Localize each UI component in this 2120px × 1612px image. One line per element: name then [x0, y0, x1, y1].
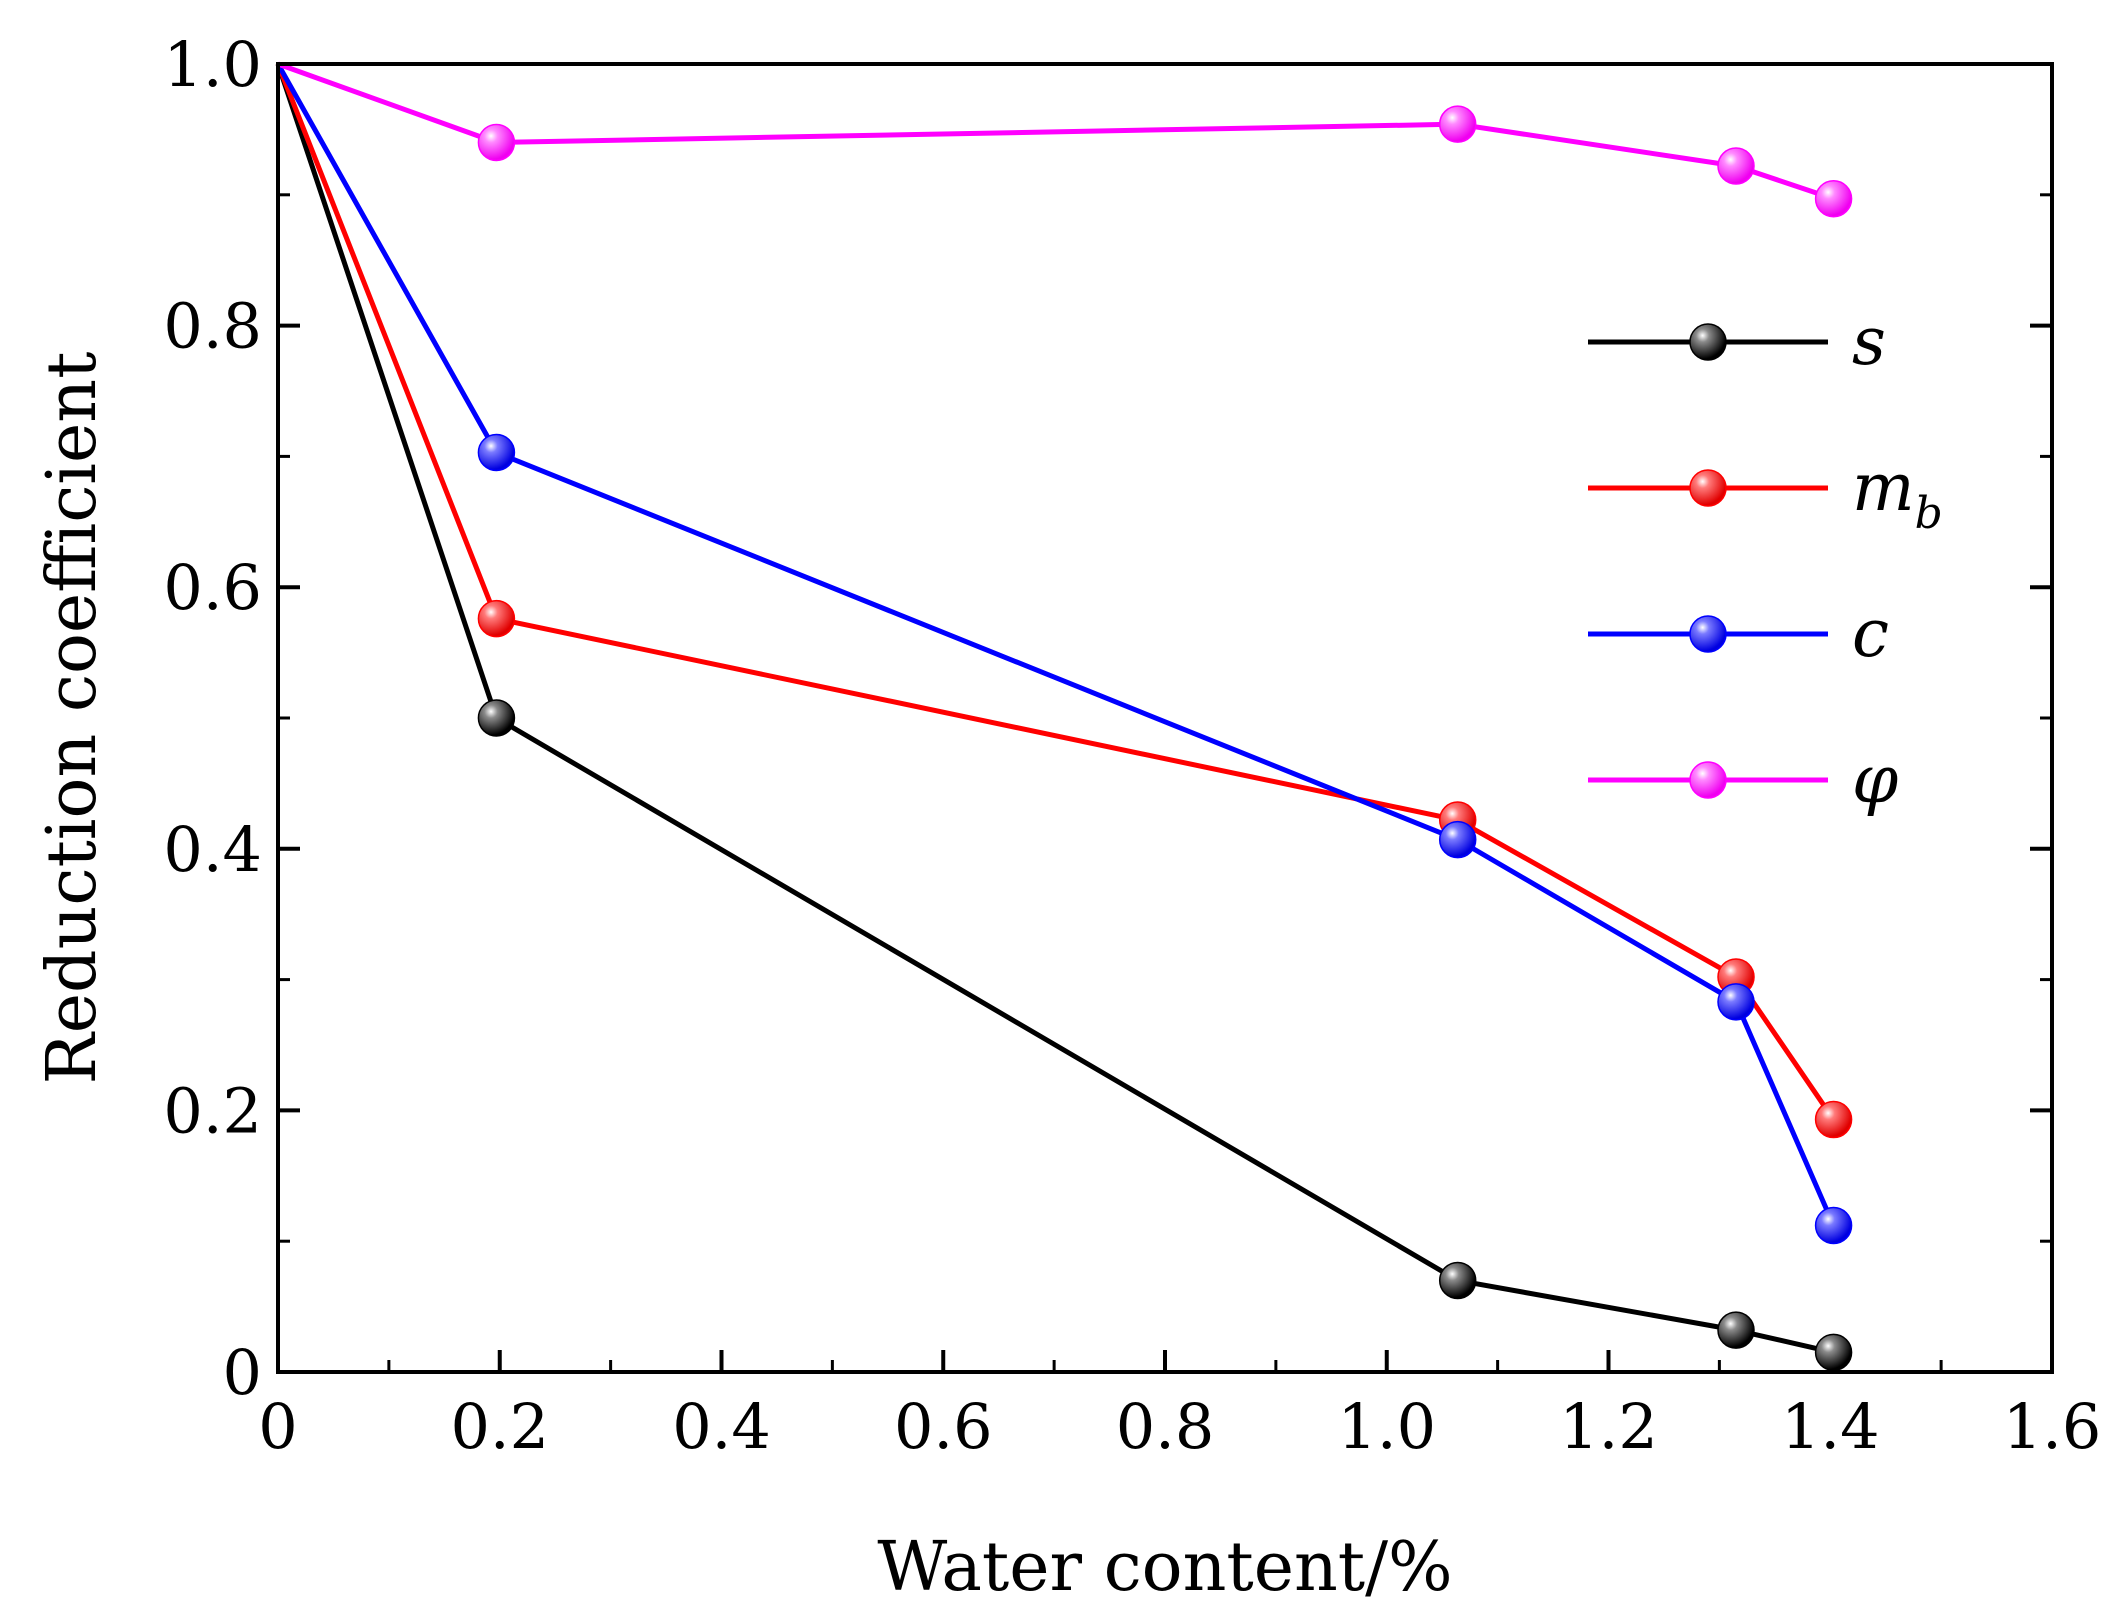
- series-point-3: [1717, 147, 1755, 185]
- x-tick-label: 0: [258, 1390, 297, 1463]
- series-point-1: [477, 599, 516, 638]
- y-axis-title: Reduction coefficient: [33, 352, 112, 1085]
- legend-marker: [1689, 323, 1727, 361]
- legend-label-subscript: b: [1915, 488, 1943, 539]
- series-point-3: [477, 123, 516, 162]
- series-point-2: [1438, 820, 1477, 859]
- y-tick-label: 0.6: [163, 551, 262, 624]
- plot-frame: [276, 62, 2054, 1374]
- x-tick-label: 1.2: [1559, 1390, 1658, 1463]
- y-tick-label: 0.8: [163, 290, 262, 363]
- y-tick-label: 0.2: [163, 1074, 262, 1147]
- series-point-3: [1438, 105, 1477, 143]
- legend-label: s: [1852, 303, 1886, 380]
- x-tick-label: 0.4: [672, 1390, 771, 1463]
- marker-layer: [477, 105, 1853, 1372]
- x-tick-label: 0.6: [894, 1390, 993, 1463]
- y-tick-label: 0: [223, 1336, 262, 1409]
- axis-ticks: 0 0.2 0.4 0.6 0.8 1.0 1.2 1.4 1.6 0 0.2 0.4 0.6 0.8 1.…: [163, 28, 2101, 1463]
- x-tick-label: 1.0: [1337, 1390, 1436, 1463]
- series-line-1: [275, 63, 1836, 1121]
- y-tick-label: 0.4: [163, 813, 262, 886]
- x-tick-label: 1.6: [2003, 1390, 2102, 1463]
- series-point-2: [477, 433, 516, 472]
- legend-label: mb: [1852, 449, 1943, 539]
- x-axis-title: Water content/%: [877, 1528, 1452, 1607]
- x-tick-label: 0.8: [1116, 1390, 1215, 1463]
- series-point-0: [477, 699, 516, 737]
- legend-marker: [1689, 469, 1727, 507]
- legend-marker: [1689, 615, 1727, 653]
- series-point-0: [1717, 1311, 1755, 1349]
- series-line-2: [275, 62, 1836, 1227]
- legend-label: φ: [1852, 741, 1898, 818]
- y-tick-label: 1.0: [163, 28, 262, 101]
- series-point-1: [1814, 1100, 1853, 1139]
- series-point-2: [1814, 1206, 1853, 1245]
- series-point-0: [1438, 1261, 1477, 1300]
- legend-label: c: [1852, 595, 1889, 672]
- series-point-3: [1814, 179, 1853, 218]
- series-point-0: [1814, 1333, 1853, 1372]
- legend-marker: [1689, 761, 1727, 799]
- x-tick-label: 1.4: [1781, 1390, 1880, 1463]
- legend: s mb cφ: [1588, 303, 1943, 818]
- series-point-2: [1717, 983, 1755, 1021]
- x-tick-label: 0.2: [450, 1390, 549, 1463]
